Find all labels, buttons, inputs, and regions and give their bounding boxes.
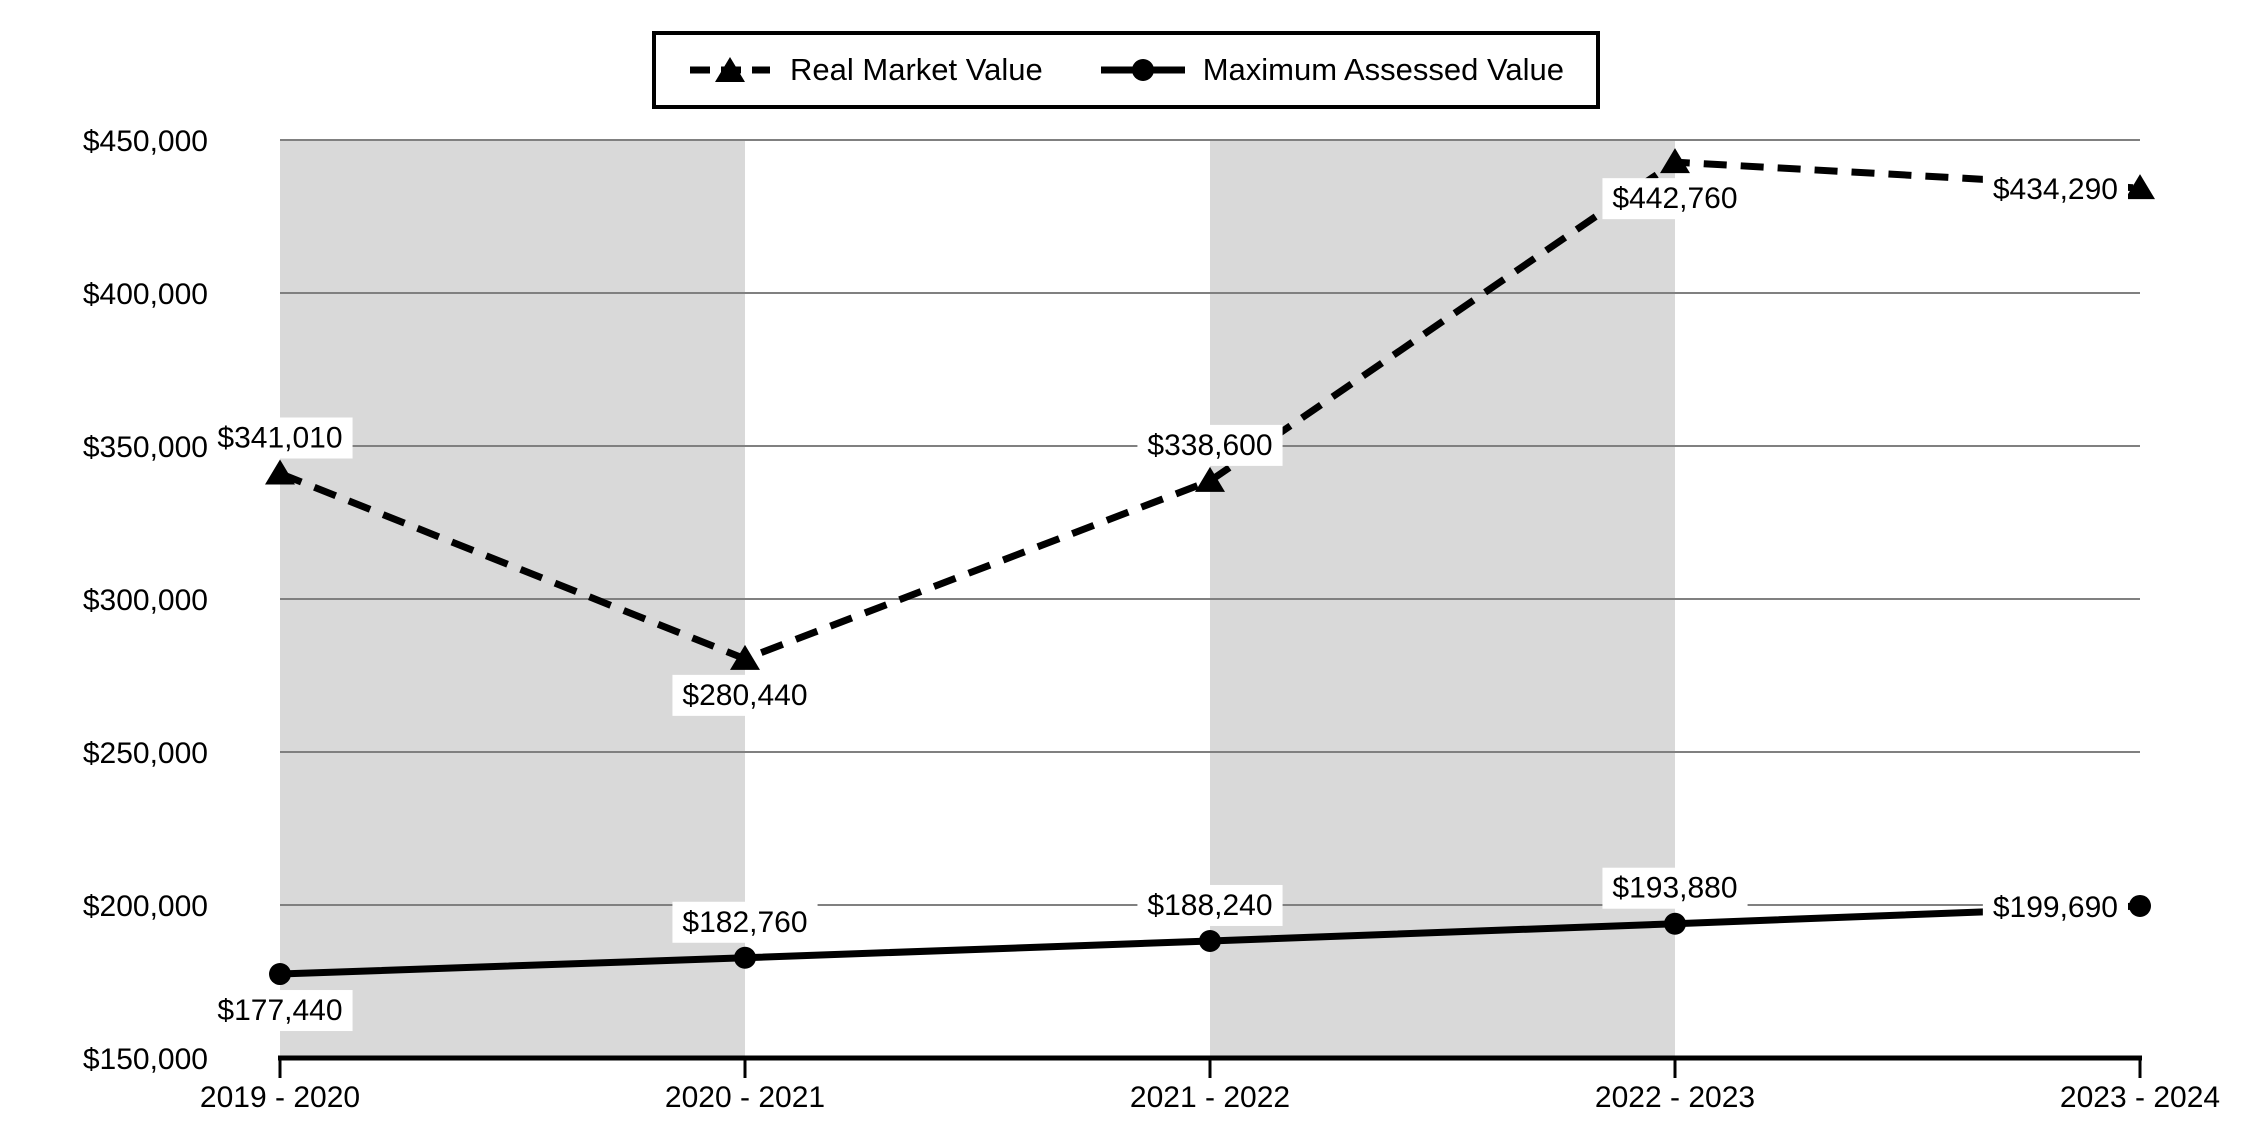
data-point-label: $193,880 — [1602, 867, 1748, 909]
data-point-label-text: $188,240 — [1147, 889, 1272, 922]
data-point-label-bg — [207, 990, 353, 1032]
data-point-label: $177,440 — [207, 990, 353, 1032]
y-axis-tick-label: $200,000 — [83, 890, 208, 923]
x-axis-tick-label: 2022 - 2023 — [1595, 1081, 1755, 1114]
data-point-label: $280,440 — [672, 674, 818, 716]
data-point-label: $338,600 — [1137, 424, 1283, 466]
y-axis-tick-label: $400,000 — [83, 278, 208, 311]
data-point-label-text: $280,440 — [682, 679, 807, 712]
y-axis-tick-label: $350,000 — [83, 431, 208, 464]
x-axis-tick-label: 2020 - 2021 — [665, 1081, 825, 1114]
y-axis-tick-label: $150,000 — [83, 1043, 208, 1076]
data-point-label: $434,290 — [1982, 169, 2128, 211]
data-point-label-text: $177,440 — [217, 994, 342, 1027]
data-point-label: $341,010 — [207, 417, 353, 459]
y-axis-tick-label: $300,000 — [83, 584, 208, 617]
data-point-label-text: $182,760 — [682, 906, 807, 939]
x-axis-tick-label: 2021 - 2022 — [1130, 1081, 1290, 1114]
data-point-label-text: $341,010 — [217, 422, 342, 455]
data-point-label-text: $442,760 — [1612, 182, 1737, 215]
data-point-label-text: $199,690 — [1993, 891, 2118, 924]
data-point-marker-circle — [2129, 894, 2151, 917]
data-point-label: $182,760 — [672, 901, 818, 943]
legend-item-real-market-value: Real Market Value — [688, 52, 1043, 88]
data-point-marker-circle — [269, 963, 291, 986]
data-point-label-text: $434,290 — [1993, 173, 2118, 206]
data-point-marker-circle — [1664, 912, 1686, 935]
solid-line-circle-marker-icon — [1100, 59, 1185, 81]
data-point-marker-triangle — [1660, 148, 1690, 174]
data-point-marker-circle — [734, 946, 756, 969]
data-point-label: $188,240 — [1137, 884, 1283, 926]
series-line-real-market-value — [278, 158, 2141, 663]
data-point-marker-triangle — [1195, 466, 1225, 492]
data-point-label-bg — [672, 674, 818, 716]
legend-label: Maximum Assessed Value — [1202, 52, 1564, 87]
data-point-marker-triangle — [730, 644, 760, 670]
chart-legend: Real Market Value Maximum Assessed Value — [652, 31, 1600, 109]
data-point-label-text: $338,600 — [1147, 429, 1272, 462]
x-axis-tick-label: 2023 - 2024 — [2060, 1081, 2220, 1114]
data-point-label-bg — [1602, 867, 1748, 909]
data-point-label: $199,690 — [1982, 886, 2128, 928]
data-point-label-bg — [1982, 169, 2128, 211]
dashed-line-triangle-marker-icon — [690, 57, 771, 82]
data-point-label-text: $193,880 — [1612, 872, 1737, 905]
x-axis-tick-label: 2019 - 2020 — [200, 1081, 360, 1114]
data-point-marker-triangle — [2125, 174, 2155, 200]
legend-item-maximum-assessed-value: Maximum Assessed Value — [1100, 52, 1564, 88]
data-point-label-bg — [1602, 178, 1748, 220]
legend-label: Real Market Value — [790, 52, 1043, 87]
data-point-marker-triangle — [265, 459, 295, 485]
data-point-label-bg — [207, 417, 353, 459]
y-axis-tick-label: $450,000 — [83, 125, 208, 158]
data-point-label-bg — [1137, 884, 1283, 926]
data-point-marker-circle — [1199, 929, 1221, 952]
data-point-label-bg — [672, 901, 818, 943]
data-point-label-bg — [1982, 886, 2128, 928]
y-axis-tick-label: $250,000 — [83, 737, 208, 770]
data-point-label-bg — [1137, 424, 1283, 466]
data-point-label: $442,760 — [1602, 178, 1748, 220]
